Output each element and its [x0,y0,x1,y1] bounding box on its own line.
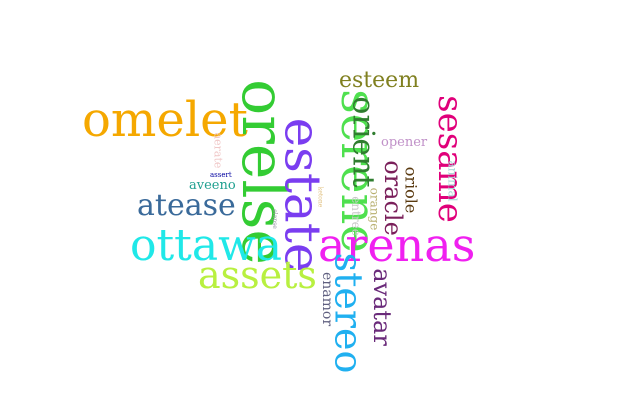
word-assert: assert [210,171,232,179]
word-animal: animal [445,160,460,202]
word-atease: atease [137,188,236,223]
word-ottawa: ottawa [130,220,282,271]
word-oriole: oriole [401,166,421,214]
word-enamor: enamor [319,271,336,327]
word-sesame: sesame [429,95,470,223]
word-arenas: arenas [318,218,476,272]
word-stereo: stereo [326,252,371,374]
word-aveeno: aveeno [189,178,236,193]
word-avatar: avatar [367,268,396,346]
word-orient: orient [345,96,381,188]
word-opener: opener [381,135,428,150]
word-aerate: aerate [211,132,225,169]
word-ketone: ketone [316,186,324,208]
word-assets: assets [198,253,317,297]
word-omelet: omelet [82,92,248,148]
word-esteem: esteem [339,68,420,93]
